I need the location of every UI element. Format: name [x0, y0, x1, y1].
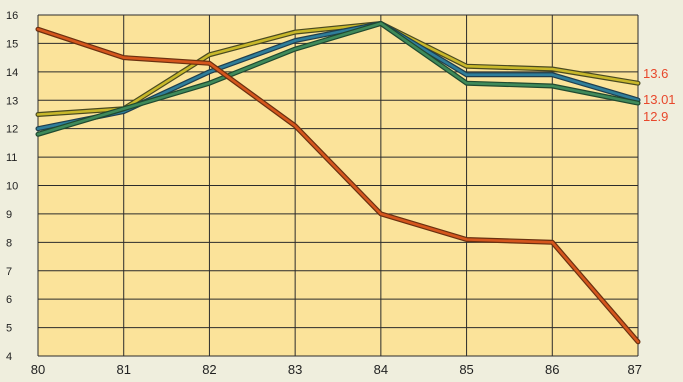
series-end-label: 12.9: [643, 109, 668, 124]
x-tick-label: 83: [288, 362, 302, 377]
y-tick-label: 16: [6, 10, 18, 22]
series-lines: [35, 21, 641, 345]
x-tick-label: 85: [459, 362, 473, 377]
y-tick-label: 10: [6, 181, 18, 193]
x-tick-label: 82: [202, 362, 216, 377]
grid: [37, 14, 639, 357]
y-tick-label: 5: [6, 323, 12, 335]
y-tick-label: 4: [6, 351, 12, 363]
y-tick-label: 13: [6, 95, 18, 107]
y-tick-label: 8: [6, 237, 12, 249]
y-tick-label: 7: [6, 266, 12, 278]
y-tick-label: 14: [6, 67, 18, 79]
tick-labels: 4 5 6 7 8 9 10 11 12 13 14 15 16 80 81 82 83 84 85 86 87: [6, 10, 642, 377]
series-line: [36, 22, 640, 116]
x-tick-label: 87: [628, 362, 642, 377]
x-tick-label: 81: [116, 362, 130, 377]
x-tick-label: 80: [31, 362, 45, 377]
series-end-label: 13.01: [643, 92, 676, 107]
end-labels: 13.6 13.01 12.9: [643, 66, 676, 124]
y-tick-label: 11: [6, 152, 17, 164]
series-line: [36, 22, 640, 136]
y-tick-label: 6: [6, 294, 12, 306]
x-tick-label: 86: [545, 362, 559, 377]
y-tick-label: 15: [6, 38, 18, 50]
series-end-label: 13.6: [643, 66, 668, 81]
y-tick-label: 9: [6, 209, 12, 221]
x-tick-label: 84: [374, 362, 388, 377]
series-line: [36, 27, 640, 344]
y-tick-label: 12: [6, 124, 18, 136]
